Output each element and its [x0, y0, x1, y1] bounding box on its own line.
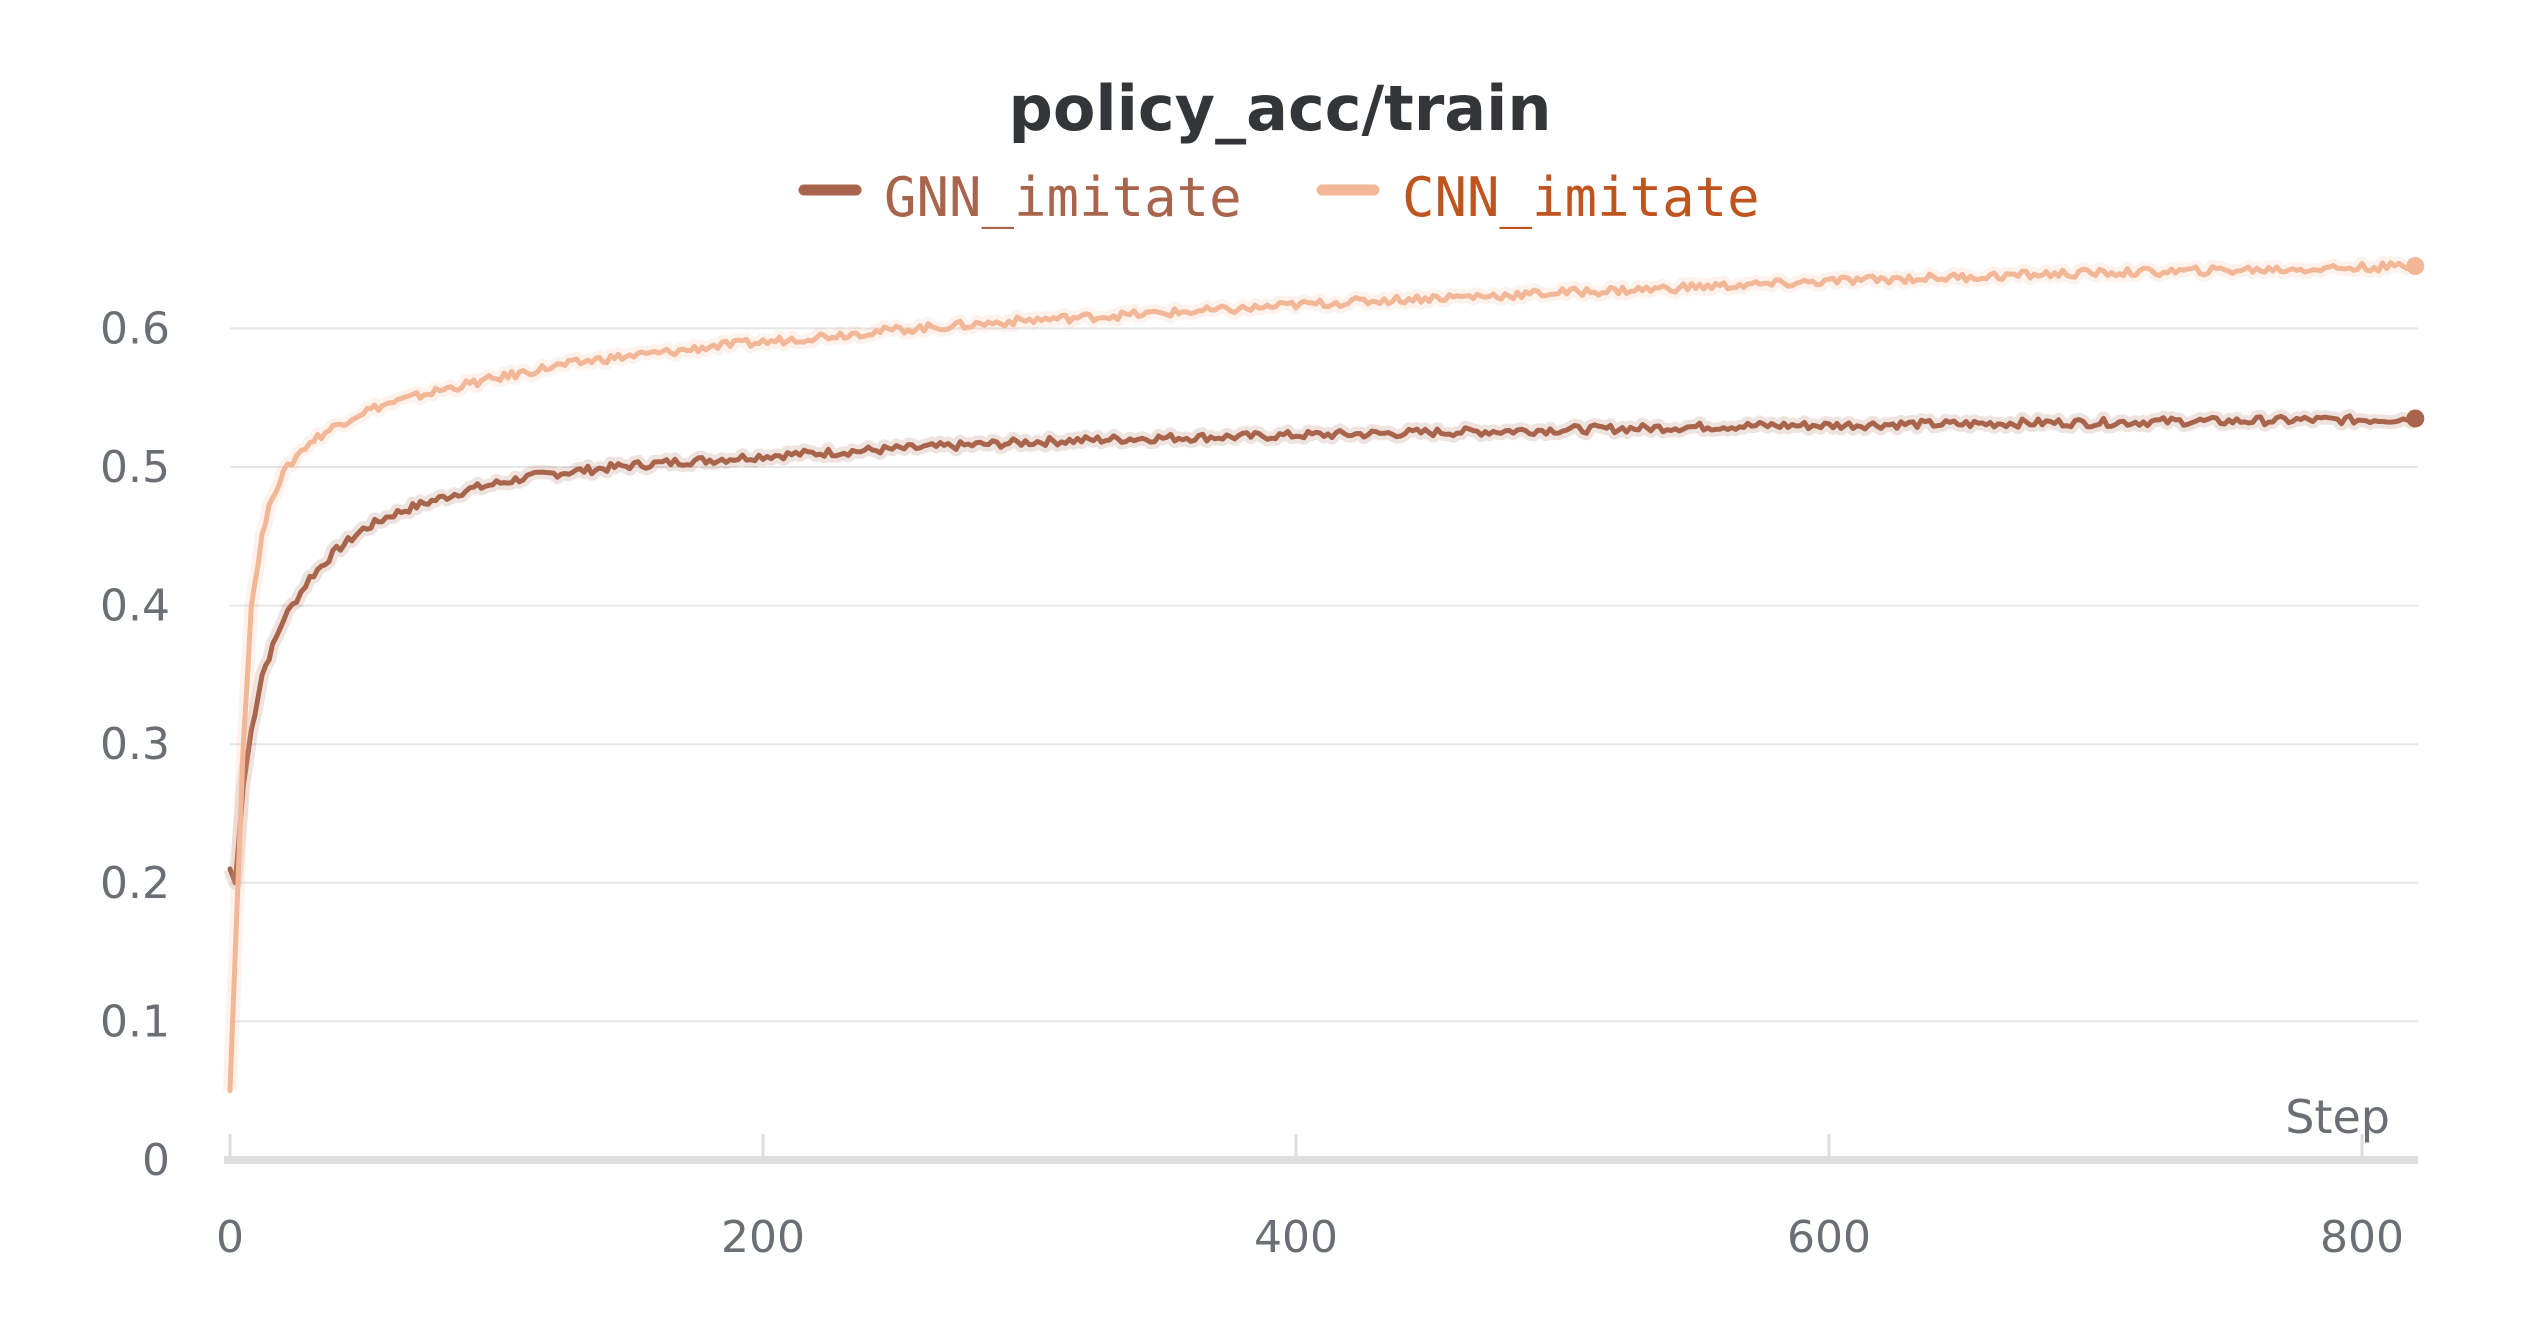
y-tick-label: 0.3: [100, 719, 170, 770]
x-tick-label: 400: [1254, 1212, 1338, 1263]
legend-item-gnn[interactable]: GNN_imitate: [798, 166, 1242, 229]
y-axis-ticks: 0 0.1 0.2 0.3 0.4 0.5 0.6: [100, 303, 170, 1186]
series-end-point-GNN_imitate[interactable]: [2406, 409, 2425, 428]
y-tick-label: 0.4: [100, 581, 170, 632]
y-tick-label: 0.1: [100, 996, 170, 1047]
x-tick-label: 800: [2320, 1212, 2404, 1263]
legend-label-cnn: CNN_imitate: [1402, 166, 1760, 229]
y-tick-label: 0.6: [100, 303, 170, 354]
series-line-GNN_imitate[interactable]: [227, 413, 2418, 886]
grid-lines: [230, 327, 2418, 1023]
series-band-0: [223, 408, 2420, 890]
series-band-1: [223, 255, 2419, 1091]
legend[interactable]: GNN_imitate CNN_imitate: [798, 166, 1760, 229]
y-tick-label: 0: [142, 1135, 170, 1186]
x-axis-ticks: 0 200 400 600 800: [216, 1134, 2404, 1263]
x-axis-label: Step: [2285, 1090, 2390, 1144]
x-tick-label: 200: [721, 1212, 805, 1263]
x-tick-label: 0: [216, 1212, 244, 1263]
series-line-CNN_imitate[interactable]: [227, 260, 2418, 1094]
legend-label-gnn: GNN_imitate: [884, 166, 1242, 229]
series-layer: [223, 255, 2425, 1094]
chart-title: policy_acc/train: [1008, 72, 1551, 145]
y-tick-label: 0.5: [100, 442, 170, 493]
series-end-point-CNN_imitate[interactable]: [2406, 257, 2425, 276]
x-tick-label: 600: [1787, 1212, 1871, 1263]
legend-item-cnn[interactable]: CNN_imitate: [1316, 166, 1760, 229]
y-tick-label: 0.2: [100, 858, 170, 909]
